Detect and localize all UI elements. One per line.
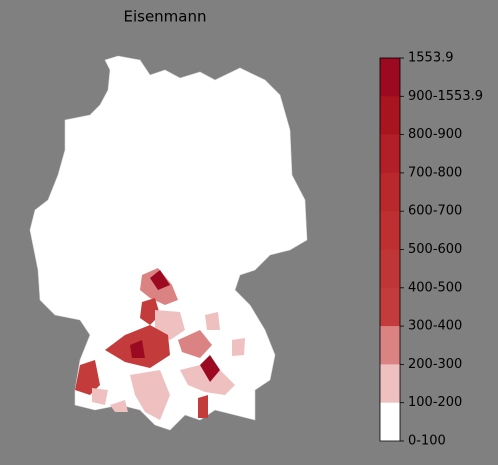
colorbar-label: 300-400 [408, 319, 462, 334]
region [110, 400, 128, 412]
region [150, 270, 170, 290]
colorbar-label: 800-900 [408, 127, 462, 142]
germany-map [29, 55, 308, 431]
region [205, 312, 220, 330]
colorbar-segment [380, 326, 400, 365]
colorbar-segment [380, 211, 400, 250]
colorbar-segment [380, 402, 400, 442]
colorbar-segment [380, 172, 400, 212]
region [200, 355, 220, 382]
region [130, 340, 145, 358]
map-title: Eisenmann [123, 8, 206, 26]
region [180, 365, 235, 395]
colorbar-label: 0-100 [408, 434, 446, 449]
colorbar-label: 200-300 [408, 357, 462, 372]
colorbar-label: 1553.9 [408, 51, 454, 66]
colorbar-label: 600-700 [408, 204, 462, 219]
colorbar-segment [380, 58, 400, 97]
colorbar-label: 400-500 [408, 280, 462, 295]
colorbar-label: 700-800 [408, 165, 462, 180]
region [130, 370, 170, 420]
colorbar-segment [380, 134, 400, 174]
colorbar-segment [380, 364, 400, 403]
colorbar-segment [380, 249, 400, 289]
region [92, 388, 108, 405]
colorbar-label: 100-200 [408, 395, 462, 410]
colorbar: 1553.9 900-1553.9 800-900 700-800 600-700 500… [379, 51, 483, 449]
colorbar-segment [380, 287, 400, 327]
region [178, 330, 212, 358]
region [232, 338, 245, 356]
colorbar-label: 500-600 [408, 242, 462, 257]
region [198, 395, 208, 418]
colorbar-segment [380, 96, 400, 135]
region [75, 360, 100, 395]
colorbar-label: 900-1553.9 [408, 89, 483, 104]
country-shape [29, 55, 308, 431]
